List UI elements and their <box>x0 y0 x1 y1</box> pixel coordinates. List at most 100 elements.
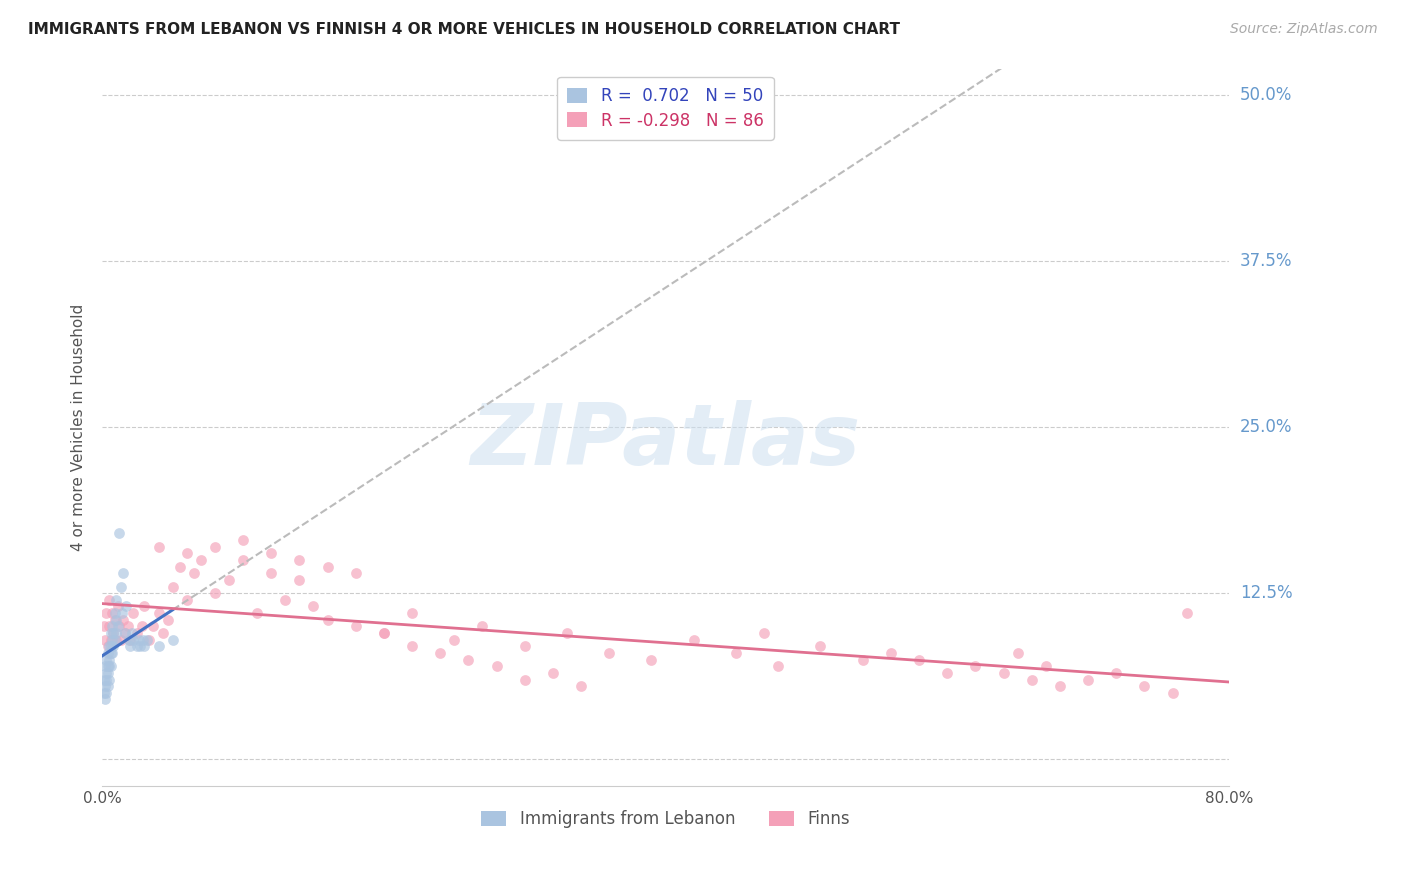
Point <box>101 606 124 620</box>
Point <box>120 632 142 647</box>
Point <box>129 640 152 654</box>
Point <box>260 546 283 560</box>
Point <box>1007 646 1029 660</box>
Point <box>148 540 170 554</box>
Point <box>121 626 143 640</box>
Point <box>98 619 121 633</box>
Point <box>344 619 367 633</box>
Text: 50.0%: 50.0% <box>1240 87 1292 104</box>
Text: 25.0%: 25.0% <box>1240 418 1292 436</box>
Point <box>114 626 136 640</box>
Point <box>443 632 465 647</box>
Point <box>471 619 494 633</box>
Point <box>485 659 508 673</box>
Point <box>93 686 115 700</box>
Point <box>96 606 118 620</box>
Point <box>128 632 150 647</box>
Text: IMMIGRANTS FROM LEBANON VS FINNISH 4 OR MORE VEHICLES IN HOUSEHOLD CORRELATION C: IMMIGRANTS FROM LEBANON VS FINNISH 4 OR … <box>28 22 900 37</box>
Point <box>105 626 128 640</box>
Point <box>134 640 156 654</box>
Point <box>122 606 145 620</box>
Point <box>513 640 536 654</box>
Point <box>183 566 205 581</box>
Point <box>104 632 127 647</box>
Point <box>94 692 117 706</box>
Point <box>316 613 339 627</box>
Point <box>810 640 832 654</box>
Point <box>993 665 1015 680</box>
Point <box>98 659 121 673</box>
Y-axis label: 4 or more Vehicles in Household: 4 or more Vehicles in Household <box>72 303 86 550</box>
Point <box>118 632 141 647</box>
Point <box>152 626 174 640</box>
Point <box>96 686 118 700</box>
Point <box>117 619 139 633</box>
Point <box>97 646 120 660</box>
Point <box>1021 673 1043 687</box>
Point <box>169 559 191 574</box>
Point <box>104 606 127 620</box>
Point <box>138 632 160 647</box>
Point <box>101 632 124 647</box>
Point <box>93 673 115 687</box>
Point <box>97 640 120 654</box>
Point <box>157 613 180 627</box>
Point <box>148 640 170 654</box>
Point <box>232 553 254 567</box>
Point <box>766 659 789 673</box>
Point <box>246 606 269 620</box>
Text: ZIPatlas: ZIPatlas <box>471 400 860 483</box>
Point <box>134 599 156 614</box>
Point <box>98 652 121 666</box>
Point <box>176 592 198 607</box>
Point <box>640 652 662 666</box>
Point <box>101 619 124 633</box>
Point <box>288 573 311 587</box>
Point <box>110 632 132 647</box>
Point <box>401 606 423 620</box>
Point <box>120 640 142 654</box>
Point <box>1049 679 1071 693</box>
Point <box>429 646 451 660</box>
Point <box>100 626 122 640</box>
Point <box>100 640 122 654</box>
Point <box>541 665 564 680</box>
Point <box>101 646 124 660</box>
Point <box>555 626 578 640</box>
Text: 37.5%: 37.5% <box>1240 252 1292 270</box>
Point <box>288 553 311 567</box>
Point <box>569 679 592 693</box>
Point <box>148 606 170 620</box>
Point <box>316 559 339 574</box>
Point <box>97 665 120 680</box>
Point <box>103 640 125 654</box>
Point <box>936 665 959 680</box>
Point <box>110 580 132 594</box>
Point <box>1133 679 1156 693</box>
Point <box>103 626 125 640</box>
Point <box>204 540 226 554</box>
Point <box>162 632 184 647</box>
Point <box>908 652 931 666</box>
Point <box>115 599 138 614</box>
Point <box>108 526 131 541</box>
Point <box>112 613 135 627</box>
Point <box>112 566 135 581</box>
Point <box>373 626 395 640</box>
Point <box>1161 686 1184 700</box>
Point <box>122 632 145 647</box>
Point <box>1105 665 1128 680</box>
Point <box>965 659 987 673</box>
Point <box>96 673 118 687</box>
Point <box>724 646 747 660</box>
Point <box>96 665 118 680</box>
Point <box>142 619 165 633</box>
Point <box>232 533 254 547</box>
Point <box>127 640 149 654</box>
Point <box>108 619 131 633</box>
Point <box>105 592 128 607</box>
Point <box>98 673 121 687</box>
Point <box>104 613 127 627</box>
Point <box>274 592 297 607</box>
Point <box>176 546 198 560</box>
